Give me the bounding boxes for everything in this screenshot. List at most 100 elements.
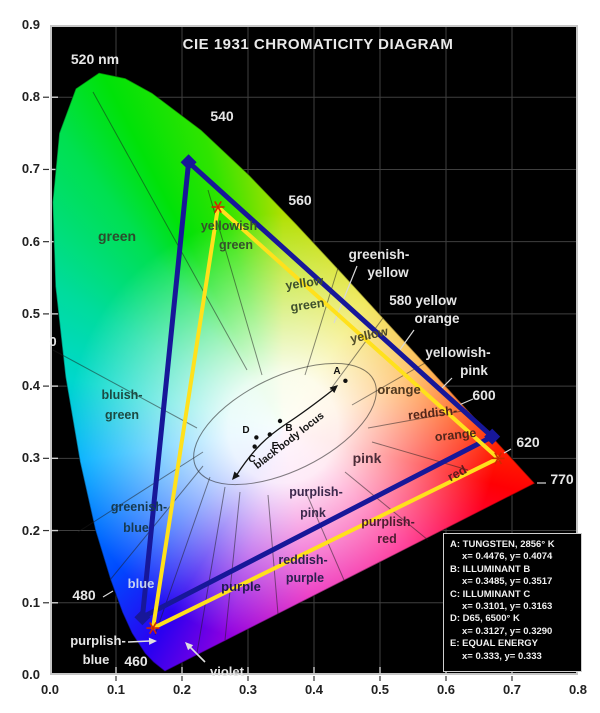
region-boundary-line (351, 362, 426, 406)
region-label: green (98, 228, 136, 244)
x-axis-tick-label: 0.8 (568, 682, 588, 697)
region-label: green (105, 408, 139, 422)
wavelength-label: orange (414, 311, 460, 326)
y-axis-tick-label: 0.1 (21, 594, 40, 610)
wavelength-label: 560 (288, 192, 312, 208)
legend-entry-coords: x= 0.333, y= 0.333 (462, 650, 542, 662)
legend-entry-coords: x= 0.3101, y= 0.3163 (462, 601, 553, 613)
legend-entry-name: B: ILLUMINANT B (450, 563, 531, 575)
region-label: reddish- (407, 403, 458, 422)
region-boundary-line (304, 267, 339, 376)
region-label: purplish- (289, 485, 342, 499)
region-boundary-line (92, 91, 248, 371)
illuminant-letter: B (285, 423, 292, 434)
region-label: pink (353, 450, 382, 466)
legend-entry-coords: x= 0.4476, y= 0.4074 (462, 551, 553, 563)
yellow-triangle-vertex-star (494, 452, 503, 465)
label-pointer-line (503, 448, 512, 454)
wavelength-label: 600 (472, 387, 496, 403)
region-label: blue (128, 576, 155, 591)
x-axis-tick-label: 0.3 (238, 682, 258, 697)
label-pointer-line (458, 398, 474, 406)
navy-triangle (139, 159, 495, 620)
y-axis-tick-label: 0.9 (21, 17, 40, 32)
legend-entry-coords: x= 0.3485, y= 0.3517 (462, 576, 553, 588)
x-axis-tick-label: 0.7 (502, 682, 522, 697)
region-label: green (290, 296, 326, 315)
y-axis-tick-label: 0.6 (21, 233, 40, 249)
white-region-ellipse (193, 362, 377, 486)
wavelength-label: 620 (516, 434, 540, 450)
y-axis-tick-label: 0.4 (21, 378, 40, 394)
wavelength-label: yellowish- (425, 345, 490, 360)
illuminant-dot-D (254, 435, 259, 440)
illuminant-letter: E (272, 441, 279, 452)
chart-title: CIE 1931 CHROMATICITY DIAGRAM (182, 36, 454, 53)
wavelength-label: 520 nm (71, 51, 119, 67)
region-label: purplish- (361, 515, 414, 529)
black-body-arrow (329, 385, 338, 393)
y-axis-tick-label: 0.2 (21, 522, 40, 538)
region-label: bluish- (102, 388, 143, 402)
wavelength-label: greenish- (349, 247, 410, 262)
legend-entry-name: E: EQUAL ENERGY (450, 638, 538, 650)
region-boundary-line (196, 486, 226, 654)
region-label: green (219, 238, 253, 252)
illuminant-letter: A (333, 366, 340, 377)
wavelength-label: yellow (367, 265, 409, 280)
region-label: purple (221, 579, 261, 594)
wavelength-label: pink (460, 363, 488, 378)
wavelength-label: 480 (72, 587, 96, 603)
wavelength-label: 0 (49, 334, 56, 349)
region-boundary-line (109, 465, 204, 581)
region-label: red (377, 532, 396, 546)
navy-triangle-vertex-diamond (180, 154, 197, 171)
x-axis-tick-label: 0.0 (40, 682, 60, 697)
illuminant-dot-A (343, 378, 348, 383)
wavelength-label: purplish- (70, 633, 126, 648)
wavelength-label: 460 (124, 653, 148, 669)
label-pointer-line (102, 590, 114, 598)
region-boundary-line (77, 451, 204, 533)
x-axis-tick-label: 0.5 (370, 682, 390, 697)
region-label: blue (123, 521, 149, 535)
y-axis-tick-label: 0.0 (21, 667, 40, 682)
region-label: yellowish (201, 219, 257, 233)
y-axis-tick-label: 0.7 (21, 161, 40, 177)
navy-triangle-vertex-diamond (484, 428, 501, 445)
violet-arrow-shaft (189, 646, 206, 663)
x-axis-tick-label: 0.2 (172, 682, 192, 697)
region-label: greenish- (111, 500, 167, 514)
x-axis-tick-label: 0.4 (304, 682, 324, 697)
purplish-blue-arrow-shaft (127, 640, 151, 643)
region-label: purple (286, 571, 324, 585)
region-label: orange (377, 382, 420, 397)
region-boundary-line (367, 409, 469, 429)
region-boundary-line (371, 441, 469, 471)
legend-entry-name: D: D65, 6500° K (450, 613, 520, 625)
purplish-blue-arrowhead (148, 637, 157, 645)
region-boundary-line (52, 349, 198, 429)
illuminant-letter: C (248, 454, 255, 465)
region-boundary-line (344, 471, 429, 541)
legend-entry-coords: x= 0.3127, y= 0.3290 (462, 625, 553, 637)
y-axis-tick-label: 0.3 (21, 450, 40, 466)
wavelength-label: 540 (210, 108, 234, 124)
region-label: reddish- (278, 553, 327, 567)
violet-arrowhead (185, 642, 194, 651)
yellow-triangle (151, 205, 501, 631)
navy-triangle-vertex-diamond (134, 609, 151, 626)
black-body-locus-curve (235, 388, 335, 477)
illuminant-letter: D (242, 425, 249, 436)
x-axis-tick-label: 0.6 (436, 682, 456, 697)
region-boundary-line (224, 491, 241, 641)
wavelength-label: blue (83, 652, 110, 667)
region-label: black body locus (252, 410, 327, 472)
y-axis-tick-label: 0.5 (21, 305, 40, 321)
region-label: orange (434, 426, 477, 444)
black-body-arrow (232, 471, 240, 480)
region-label: yellow (285, 273, 325, 292)
